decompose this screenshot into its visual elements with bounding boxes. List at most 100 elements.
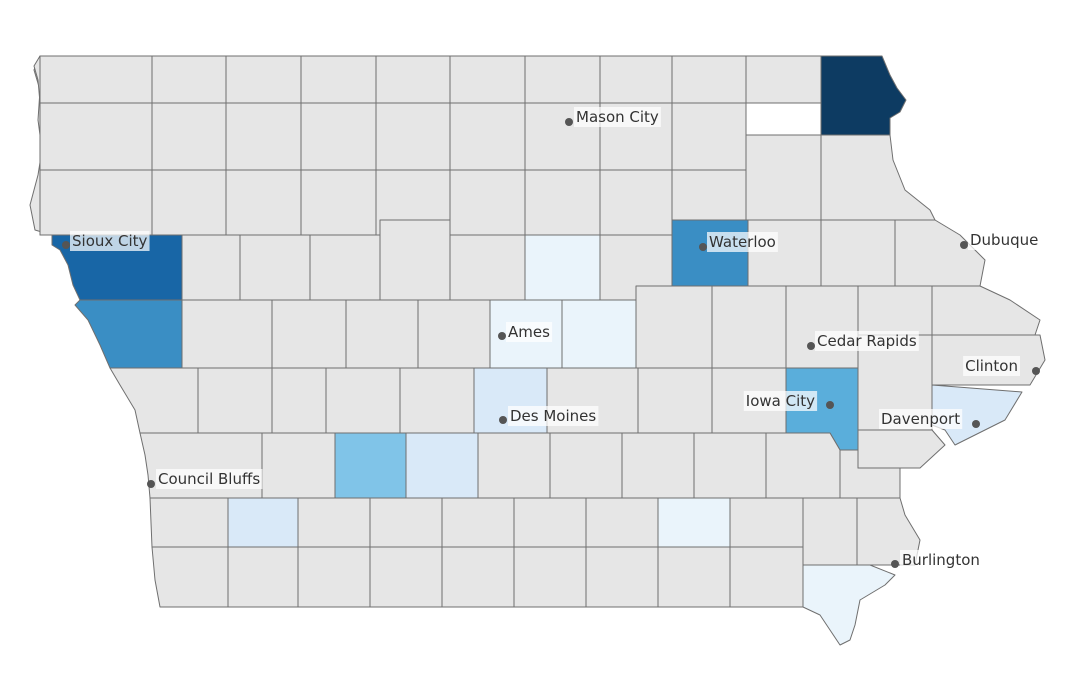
county-franklin[interactable] [524,169,601,236]
county-harrison[interactable] [109,367,199,434]
county-delaware[interactable] [820,219,896,287]
county-henry[interactable] [802,497,858,566]
county-wright-s[interactable] [449,234,526,301]
county-lyon[interactable] [39,55,153,104]
county-sac[interactable] [239,234,311,301]
city-label: Ames [508,323,550,341]
city-marker-burlington[interactable]: Burlington [891,550,982,570]
county-fremont[interactable] [151,546,229,608]
city-marker-clinton[interactable]: Clinton [963,356,1040,376]
county-mills[interactable] [149,497,229,548]
county-washington[interactable] [693,432,767,499]
county-shelby[interactable] [197,367,273,434]
county-keokuk[interactable] [621,432,695,499]
county-clarke[interactable] [441,497,515,548]
county-boone-w[interactable] [417,299,491,369]
county-taylor[interactable] [297,546,371,608]
county-kossuth-s[interactable] [375,102,451,171]
city-dot-icon [826,401,834,409]
county-worth[interactable] [524,55,601,104]
county-black-hawk[interactable] [671,219,749,287]
county-union[interactable] [369,497,443,548]
county-monona[interactable] [74,299,183,369]
county-clay[interactable] [225,102,302,171]
county-madison[interactable] [334,432,407,499]
county-warren[interactable] [405,432,479,499]
county-buena-vista[interactable] [225,169,302,236]
county-plymouth[interactable] [39,169,153,236]
county-buchanan[interactable] [747,219,822,287]
county-sioux[interactable] [39,102,153,171]
county-hamilton[interactable] [524,234,601,301]
city-marker-dubuque[interactable]: Dubuque [960,230,1041,250]
city-marker-cedar-rapids[interactable]: Cedar Rapids [807,331,919,351]
county-marshall[interactable] [635,285,713,369]
county-crawford[interactable] [181,299,273,369]
county-wright[interactable] [449,169,526,236]
county-dickinson[interactable] [225,55,302,104]
county-page[interactable] [227,546,299,608]
city-marker-davenport[interactable]: Davenport [879,409,980,429]
county-ida[interactable] [181,234,241,301]
county-greene[interactable] [345,299,419,369]
county-lyon-w[interactable] [33,55,41,104]
county-winnebago[interactable] [449,55,526,104]
city-marker-ames[interactable]: Ames [498,322,553,342]
county-osceola[interactable] [151,55,227,104]
county-butler[interactable] [599,169,673,236]
county-polk[interactable] [473,367,548,439]
county-wayne[interactable] [513,546,587,608]
county-tama[interactable] [711,285,787,369]
county-palo-alto[interactable] [300,102,377,171]
county-decatur[interactable] [441,546,515,608]
county-monroe[interactable] [585,497,659,548]
county-winneshiek[interactable] [745,55,822,104]
county-guthrie[interactable] [325,367,401,434]
county-louisa[interactable] [765,432,841,499]
county-benton[interactable] [785,285,859,369]
city-marker-mason-city[interactable]: Mason City [565,107,661,127]
county-obrien[interactable] [151,102,227,171]
county-appanoose[interactable] [585,546,659,608]
county-audubon[interactable] [271,367,327,434]
county-montgomery[interactable] [227,497,299,548]
city-marker-waterloo[interactable]: Waterloo [699,232,778,252]
city-marker-des-moines[interactable]: Des Moines [499,406,599,426]
county-dallas[interactable] [399,367,475,434]
county-lucas[interactable] [513,497,587,548]
county-emmet[interactable] [300,55,377,104]
county-van-buren[interactable] [729,546,804,608]
county-hancock[interactable] [449,102,526,171]
county-lee[interactable] [802,564,896,646]
county-story[interactable] [561,299,637,369]
county-carroll[interactable] [271,299,347,369]
county-fayette[interactable] [745,134,822,221]
county-kossuth[interactable] [375,55,451,104]
county-cass[interactable] [261,432,336,499]
city-marker-sioux-city[interactable]: Sioux City [62,231,150,251]
county-poweshiek[interactable] [637,367,713,434]
county-marion[interactable] [477,432,551,499]
county-ringgold[interactable] [369,546,443,608]
county-calhoun[interactable] [309,234,381,301]
county-allamakee[interactable] [820,55,907,136]
county-howard[interactable] [671,55,747,104]
county-dubuque[interactable] [894,219,986,287]
county-chickasaw[interactable] [671,102,747,171]
county-adams[interactable] [297,497,371,548]
county-wapello[interactable] [657,497,731,548]
county-jefferson[interactable] [729,497,804,548]
county-clayton[interactable] [820,134,936,221]
county-mahaska[interactable] [549,432,623,499]
county-webster[interactable] [379,219,451,301]
city-marker-iowa-city[interactable]: Iowa City [743,391,834,411]
county-mitchell[interactable] [599,55,673,104]
county-cherokee[interactable] [151,169,227,236]
county-des-moines-co[interactable] [857,429,946,469]
county-linn[interactable] [857,285,933,336]
county-jackson[interactable] [931,285,1041,336]
county-davis[interactable] [657,546,731,608]
city-label: Mason City [576,108,659,126]
city-marker-council-bluffs[interactable]: Council Bluffs [147,469,263,489]
county-pocahontas[interactable] [300,169,377,236]
